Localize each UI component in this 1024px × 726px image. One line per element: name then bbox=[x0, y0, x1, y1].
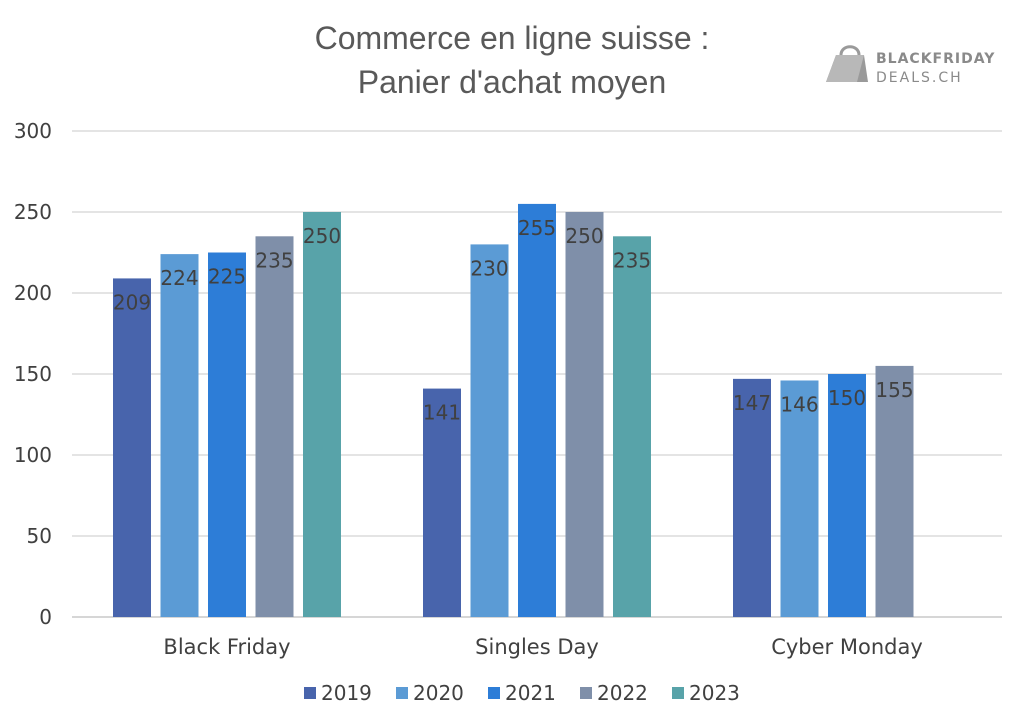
y-tick-label: 100 bbox=[14, 443, 52, 467]
category-label: Black Friday bbox=[163, 635, 290, 659]
bar-2023 bbox=[613, 236, 651, 618]
bar-2021 bbox=[518, 203, 556, 617]
data-label: 235 bbox=[255, 248, 293, 272]
data-label: 146 bbox=[780, 392, 818, 416]
bar-2021 bbox=[828, 374, 866, 617]
x-axis-category-labels: Black Friday Singles Day Cyber Monday bbox=[163, 635, 922, 659]
legend-swatch-2019 bbox=[304, 687, 316, 699]
legend: 2019 2020 2021 2022 2023 bbox=[304, 681, 740, 705]
bar-2022 bbox=[875, 365, 914, 617]
data-label: 147 bbox=[733, 391, 771, 415]
data-label: 250 bbox=[303, 224, 341, 248]
y-tick-label: 0 bbox=[39, 605, 52, 629]
legend-swatch-2021 bbox=[488, 687, 500, 699]
y-tick-label: 150 bbox=[14, 362, 52, 386]
bar-2019 bbox=[113, 278, 151, 617]
y-tick-label: 50 bbox=[27, 524, 52, 548]
legend-swatch-2022 bbox=[580, 687, 592, 699]
chart-title: Commerce en ligne suisse : Panier d'acha… bbox=[315, 20, 710, 100]
bar-2020 bbox=[160, 254, 199, 617]
y-tick-label: 250 bbox=[14, 200, 52, 224]
data-labels: 209 224 225 235 250 141 230 255 250 235 147 146 150 1… bbox=[113, 216, 914, 425]
logo-text-line-1: BLACKFRIDAY bbox=[876, 51, 995, 67]
data-label: 235 bbox=[613, 248, 651, 272]
y-tick-label: 200 bbox=[14, 281, 52, 305]
bar-2020 bbox=[470, 244, 509, 617]
legend-label-2021: 2021 bbox=[505, 681, 556, 705]
chart-title-line-1: Commerce en ligne suisse : bbox=[315, 20, 710, 56]
y-axis-tick-labels: 0 50 100 150 200 250 300 bbox=[14, 119, 52, 629]
category-label: Singles Day bbox=[475, 635, 599, 659]
data-label: 225 bbox=[208, 265, 246, 289]
legend-label-2020: 2020 bbox=[413, 681, 464, 705]
bar-2022 bbox=[565, 212, 604, 617]
bar-2019 bbox=[423, 388, 461, 617]
legend-swatch-2020 bbox=[396, 687, 408, 699]
bar-2021 bbox=[208, 252, 246, 617]
logo-text-line-2: DEALS.CH bbox=[876, 70, 963, 86]
data-label: 150 bbox=[828, 386, 866, 410]
brand-logo: BLACKFRIDAY DEALS.CH bbox=[826, 45, 995, 86]
data-label: 155 bbox=[875, 378, 913, 402]
data-label: 250 bbox=[565, 224, 603, 248]
legend-label-2023: 2023 bbox=[689, 681, 740, 705]
data-label: 209 bbox=[113, 290, 151, 314]
y-tick-label: 300 bbox=[14, 119, 52, 143]
legend-label-2022: 2022 bbox=[597, 681, 648, 705]
data-label: 230 bbox=[470, 256, 508, 280]
bar-2019 bbox=[733, 378, 771, 617]
category-label: Cyber Monday bbox=[771, 635, 923, 659]
bar-2020 bbox=[780, 380, 819, 617]
shopping-bag-icon bbox=[826, 45, 868, 82]
data-label: 141 bbox=[423, 401, 461, 425]
legend-swatch-2023 bbox=[672, 687, 684, 699]
bar-2022 bbox=[255, 236, 294, 618]
chart-title-line-2: Panier d'achat moyen bbox=[358, 64, 667, 100]
bar-2023 bbox=[303, 212, 341, 617]
legend-label-2019: 2019 bbox=[321, 681, 372, 705]
data-label: 255 bbox=[518, 216, 556, 240]
data-label: 224 bbox=[160, 266, 198, 290]
bars bbox=[113, 203, 914, 618]
